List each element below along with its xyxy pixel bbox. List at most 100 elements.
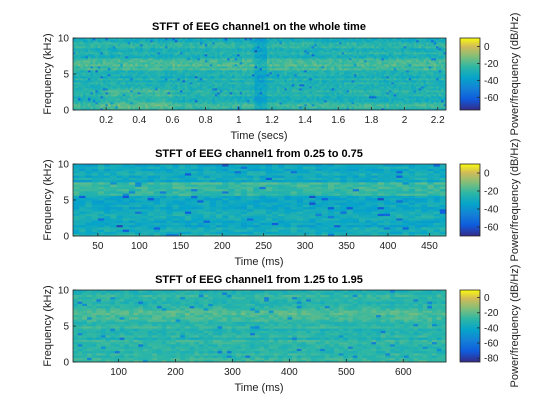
heatmap-cell xyxy=(167,72,171,75)
heatmap-cell xyxy=(441,82,444,85)
heatmap-cell xyxy=(155,64,158,67)
heatmap-cell xyxy=(438,108,442,111)
heatmap-cell xyxy=(259,62,263,65)
heatmap-cell xyxy=(224,50,228,53)
heatmap-cell xyxy=(179,54,183,57)
heatmap-cell xyxy=(436,66,439,69)
heatmap-cell xyxy=(373,106,377,109)
heatmap-cell xyxy=(244,104,248,107)
heatmap-cell xyxy=(197,106,201,109)
heatmap-cell xyxy=(199,78,203,81)
heatmap-cell xyxy=(130,76,134,79)
heatmap-cell xyxy=(378,106,382,109)
heatmap-cell xyxy=(174,80,178,83)
heatmap-cell xyxy=(95,96,99,99)
heatmap-cell xyxy=(391,90,395,93)
heatmap-cell xyxy=(102,108,106,111)
heatmap-cell xyxy=(294,90,298,93)
heatmap-cell xyxy=(130,108,134,111)
heatmap-cell xyxy=(140,78,143,81)
heatmap-cell xyxy=(401,46,405,49)
heatmap-cell xyxy=(304,56,308,59)
heatmap-cell xyxy=(207,52,211,55)
heatmap-cell xyxy=(396,80,400,83)
heatmap-cell xyxy=(117,54,121,57)
heatmap-cell xyxy=(115,96,119,99)
heatmap-cell xyxy=(423,84,427,87)
heatmap-cell xyxy=(102,58,106,61)
heatmap-cell xyxy=(194,62,198,65)
heatmap-cell xyxy=(314,90,318,93)
heatmap-cell xyxy=(391,58,395,61)
heatmap-cell xyxy=(100,82,104,85)
heatmap-cell xyxy=(406,84,410,87)
heatmap-cell xyxy=(381,46,385,49)
heatmap-cell xyxy=(167,102,171,105)
heatmap-cell xyxy=(381,50,385,53)
heatmap-cell xyxy=(184,86,188,89)
heatmap-cell xyxy=(286,68,290,71)
heatmap-cell xyxy=(428,66,432,69)
heatmap-cell xyxy=(137,92,141,95)
heatmap-cell xyxy=(252,44,255,47)
heatmap-cell xyxy=(95,74,99,77)
heatmap-cell xyxy=(371,72,375,75)
heatmap-cell xyxy=(234,106,238,109)
heatmap-cell xyxy=(441,64,444,67)
heatmap-cell xyxy=(413,100,417,103)
heatmap-cell xyxy=(398,70,402,73)
heatmap-cell xyxy=(306,60,310,63)
heatmap-cell xyxy=(311,64,315,67)
heatmap-cell xyxy=(125,72,129,75)
heatmap-cell xyxy=(366,64,370,67)
heatmap-cell xyxy=(324,60,327,63)
heatmap-cell xyxy=(418,60,422,63)
heatmap-cell xyxy=(160,102,163,105)
heatmap-cell xyxy=(177,60,181,63)
heatmap-cell xyxy=(152,58,156,61)
heatmap-cell xyxy=(157,92,161,95)
heatmap-cell xyxy=(202,66,206,69)
heatmap-cell xyxy=(326,60,330,63)
heatmap-cell xyxy=(150,60,153,63)
heatmap-cell xyxy=(341,86,345,89)
heatmap-cell xyxy=(112,78,116,81)
heatmap-cell xyxy=(75,86,79,89)
heatmap-cell xyxy=(209,48,213,51)
heatmap-cell xyxy=(237,64,240,67)
heatmap-cell xyxy=(252,86,255,89)
heatmap-cell xyxy=(266,84,270,87)
heatmap-cell xyxy=(339,70,342,73)
heatmap-cell xyxy=(174,76,178,79)
heatmap-cell xyxy=(87,72,91,75)
heatmap-cell xyxy=(142,48,146,51)
heatmap-cell xyxy=(381,106,385,109)
heatmap-cell xyxy=(431,68,434,71)
heatmap-cell xyxy=(281,94,285,97)
heatmap-cell xyxy=(433,54,437,57)
heatmap-cell xyxy=(269,66,273,69)
heatmap-cell xyxy=(90,42,94,45)
heatmap-cell xyxy=(189,56,193,59)
heatmap-cell xyxy=(177,64,181,67)
heatmap-cell xyxy=(344,82,347,85)
heatmap-cell xyxy=(252,68,255,71)
heatmap-cell xyxy=(117,106,121,109)
heatmap-cell xyxy=(209,94,213,97)
heatmap-cell xyxy=(266,106,270,109)
heatmap-cell xyxy=(202,48,206,51)
heatmap-cell xyxy=(217,82,221,85)
heatmap-cell xyxy=(150,52,153,55)
heatmap-cell xyxy=(391,60,395,63)
heatmap-cell xyxy=(85,86,89,89)
heatmap-cell xyxy=(80,104,84,107)
heatmap-cell xyxy=(107,102,111,105)
heatmap-cell xyxy=(403,64,407,67)
heatmap-cell xyxy=(95,64,99,67)
heatmap-cell xyxy=(130,86,134,89)
heatmap-cell xyxy=(388,92,392,95)
heatmap-cell xyxy=(75,48,79,51)
heatmap-cell xyxy=(349,82,352,85)
heatmap-cell xyxy=(304,66,308,69)
heatmap-cell xyxy=(299,54,303,57)
